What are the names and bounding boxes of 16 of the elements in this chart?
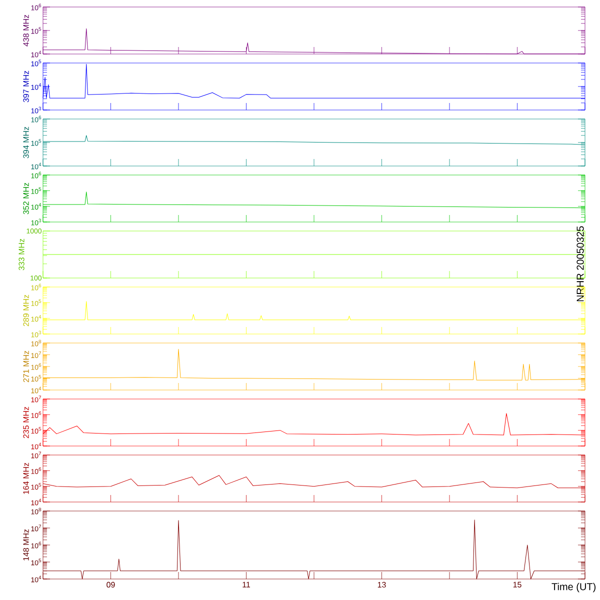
- x-tick-label: 15: [513, 582, 522, 588]
- y-axis-title: 352 MHz: [23, 182, 29, 214]
- y-axis-title: 394 MHz: [23, 126, 29, 158]
- y-axis-title: 438 MHz: [23, 14, 29, 46]
- y-axis-title: 164 MHz: [23, 462, 29, 494]
- y-axis-title: 271 MHz: [23, 350, 29, 382]
- x-axis-title: Time (UT): [552, 582, 596, 592]
- x-tick-label: 11: [242, 582, 250, 588]
- x-tick-label: 09: [106, 582, 115, 588]
- y-axis-title: 289 MHz: [23, 294, 29, 326]
- annotation: NRHR 20050325: [576, 226, 584, 302]
- y-axis-title: 235 MHz: [23, 406, 29, 438]
- y-axis-title: 333 MHz: [18, 238, 24, 270]
- y-axis-title: 148 MHz: [23, 529, 29, 560]
- x-tick-label: 13: [378, 582, 386, 588]
- y-axis-title: 397 MHz: [23, 70, 29, 102]
